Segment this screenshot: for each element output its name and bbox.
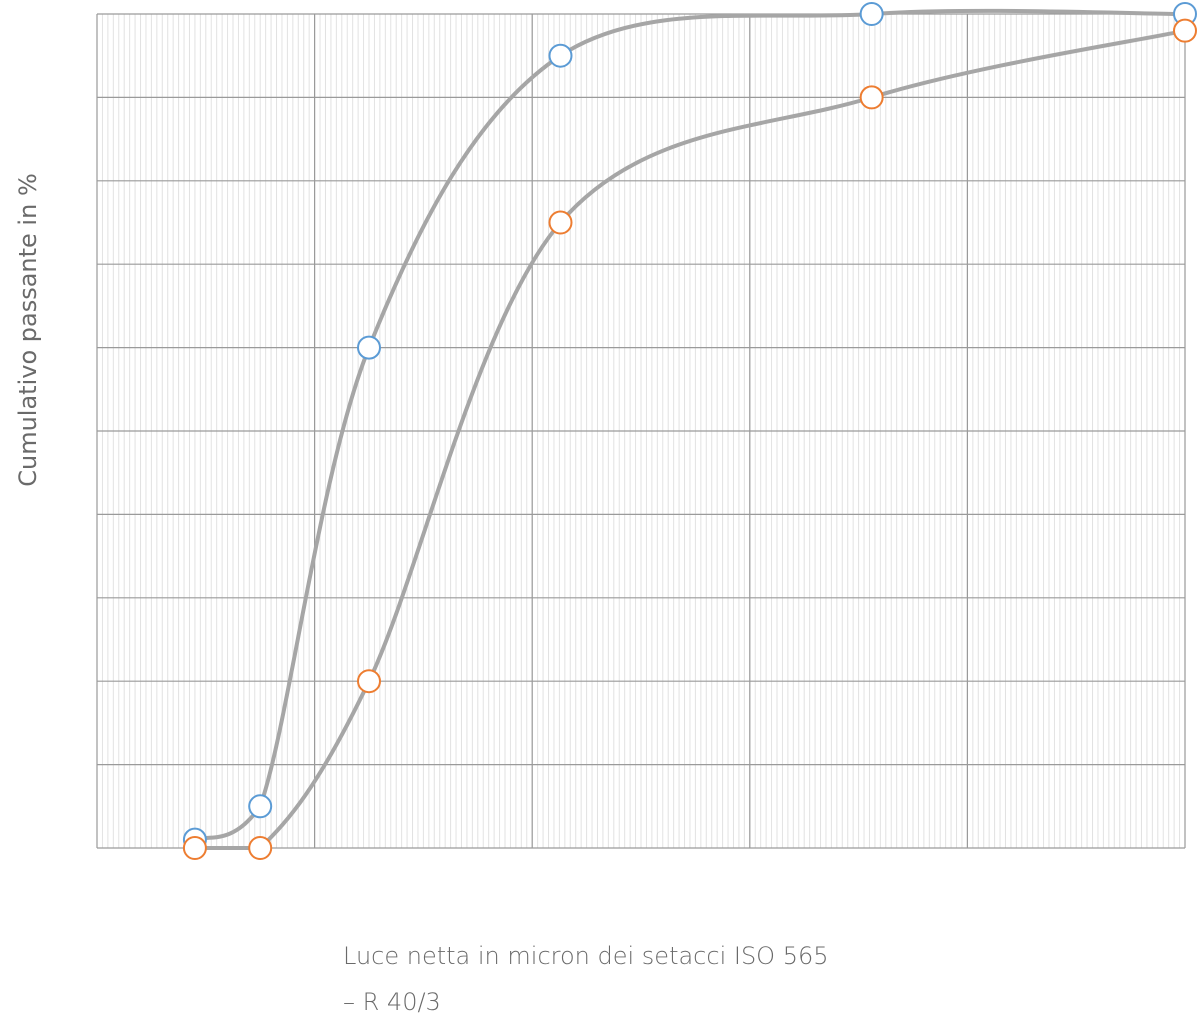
major-grid bbox=[96, 13, 1186, 849]
y-axis-label-text: Cumulativo passante in % bbox=[14, 173, 42, 487]
series-1-point bbox=[548, 43, 573, 68]
series-markers bbox=[182, 2, 1197, 860]
series-curves bbox=[192, 8, 1187, 851]
series-2-point bbox=[182, 836, 207, 860]
series-1-point bbox=[357, 335, 381, 360]
series-2-point bbox=[548, 210, 573, 235]
series-2-point bbox=[859, 85, 884, 110]
series-1-point bbox=[248, 794, 273, 819]
series-1-line bbox=[192, 8, 1187, 842]
series-2-point bbox=[357, 669, 381, 694]
x-axis-label-line-2: – R 40/3 bbox=[343, 988, 441, 1016]
series-2-point bbox=[248, 836, 273, 860]
y-axis-label: Cumulativo passante in % bbox=[8, 130, 48, 530]
series-2-point bbox=[1173, 18, 1197, 43]
x-axis-label: Luce netta in micron dei setacci ISO 565… bbox=[343, 933, 943, 1025]
series-2-line bbox=[192, 28, 1187, 851]
series-1-point bbox=[859, 2, 884, 26]
x-axis-label-line-1: Luce netta in micron dei setacci ISO 565 bbox=[343, 942, 829, 970]
